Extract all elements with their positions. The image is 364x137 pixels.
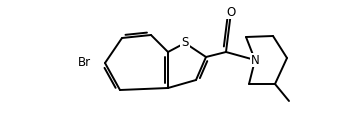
Text: O: O — [226, 5, 236, 18]
Text: S: S — [181, 36, 189, 49]
Text: Br: Br — [78, 56, 91, 69]
Text: N: N — [251, 54, 260, 66]
